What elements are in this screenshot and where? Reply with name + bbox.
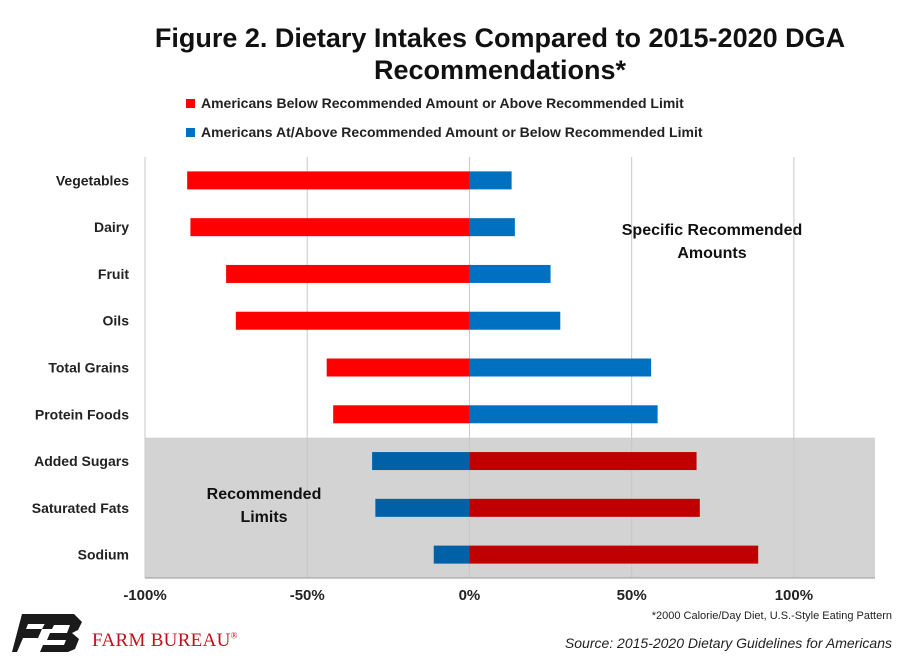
category-label: Total Grains [48,360,129,376]
category-label: Oils [103,313,130,329]
bar [469,452,697,471]
brand-mark: ® [230,630,238,641]
legend-label-above: Americans At/Above Recommended Amount or… [201,124,703,140]
bar [187,171,470,190]
bar [433,545,470,564]
bar [235,311,470,330]
farm-bureau-logo-icon [12,612,84,659]
bar [469,264,551,283]
bar [469,498,700,517]
bar [326,358,470,377]
legend-item-below: Americans Below Recommended Amount or Ab… [186,95,684,111]
bar [469,311,561,330]
bar [190,218,470,237]
category-label: Dairy [94,219,129,235]
bar [469,218,515,237]
bar [469,545,759,564]
legend-swatch-below [186,99,195,108]
brand-name: FARM BUREAU® [92,630,238,652]
brand-text: FARM BUREAU [92,630,231,651]
bar [226,264,470,283]
bar [469,171,512,190]
x-tick-label: -100% [123,587,166,604]
footnote: *2000 Calorie/Day Diet, U.S.-Style Eatin… [651,610,892,622]
x-tick-label: 100% [775,587,813,604]
annotation-recommended-limits: Recommended Limits [207,486,322,526]
bar-chart: -100% -50% 0% 50% 100% Vegetables Dairy Fruit Oi… [32,157,875,604]
x-tick-label: 50% [617,587,647,604]
category-label: Vegetables [56,172,129,188]
legend-swatch-above [186,128,195,137]
category-label: Protein Foods [35,406,129,422]
x-tick-label: -50% [290,587,325,604]
annotation-specific-amounts: Specific Recommended Amounts [622,222,803,262]
bar [333,405,470,424]
legend-item-above: Americans At/Above Recommended Amount or… [186,124,703,140]
category-label: Saturated Fats [32,500,129,516]
category-label: Sodium [78,547,129,563]
legend-label-below: Americans Below Recommended Amount or Ab… [201,95,684,111]
bar [372,452,470,471]
bar [469,358,652,377]
bar [469,405,658,424]
x-tick-label: 0% [459,587,481,604]
category-label: Fruit [98,266,129,282]
chart-title: Figure 2. Dietary Intakes Compared to 20… [154,23,846,85]
category-label: Added Sugars [34,453,129,469]
bar [375,498,470,517]
source-note: Source: 2015-2020 Dietary Guidelines for… [564,635,892,651]
